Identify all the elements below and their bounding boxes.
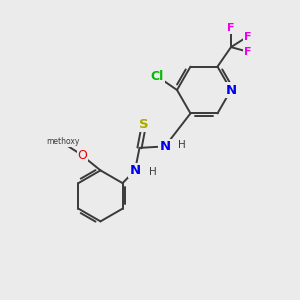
Text: methoxy: methoxy bbox=[46, 137, 80, 146]
Text: O: O bbox=[78, 149, 87, 162]
Text: methoxy: methoxy bbox=[46, 137, 80, 146]
Text: H: H bbox=[149, 167, 157, 177]
Text: F: F bbox=[244, 32, 251, 42]
Text: Cl: Cl bbox=[151, 70, 164, 83]
Text: F: F bbox=[227, 22, 235, 33]
Text: F: F bbox=[244, 46, 251, 57]
Text: S: S bbox=[139, 118, 149, 131]
Text: N: N bbox=[225, 83, 237, 97]
Text: N: N bbox=[129, 164, 141, 177]
Text: H: H bbox=[178, 140, 185, 150]
Text: N: N bbox=[159, 140, 171, 153]
